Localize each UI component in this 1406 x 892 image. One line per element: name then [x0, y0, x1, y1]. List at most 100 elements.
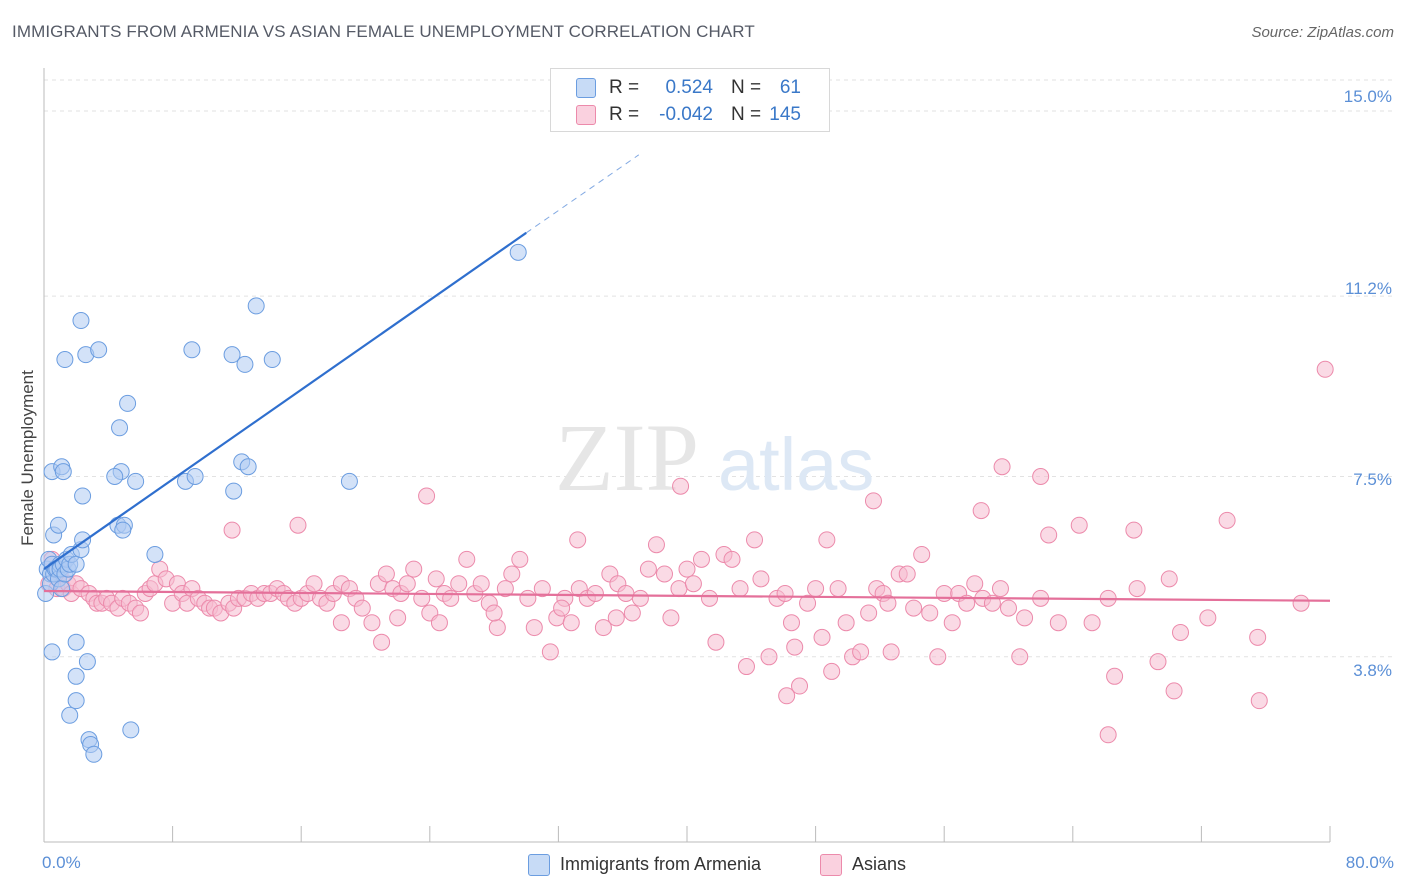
asians-point [746, 531, 764, 549]
asians-point [503, 565, 521, 583]
armenia-point [43, 643, 61, 661]
armenia-point [67, 633, 85, 651]
asians-point [823, 662, 841, 680]
asians-point [1165, 682, 1183, 700]
legend-label-asians: Asians [852, 854, 907, 874]
asians-point [398, 575, 416, 593]
asians-point [1032, 467, 1050, 485]
asians-point [1040, 526, 1058, 544]
y-tick-label: 11.2% [1345, 279, 1392, 298]
asians-point [647, 536, 665, 554]
asians-point [553, 599, 571, 617]
asians-point [1316, 360, 1334, 378]
asians-point [882, 643, 900, 661]
asians-point [818, 531, 836, 549]
asians-point [776, 584, 794, 602]
asians-point [670, 580, 688, 598]
asians-point [418, 487, 436, 505]
armenia-point [263, 351, 281, 369]
watermark-atlas: atlas [718, 423, 874, 506]
armenia-point [146, 545, 164, 563]
asians-point [958, 594, 976, 612]
asians-point [993, 458, 1011, 476]
armenia-point [61, 706, 79, 724]
armenia-point [85, 745, 103, 763]
legend-r-label: R = [609, 77, 640, 98]
y-tick-label: 7.5% [1353, 470, 1392, 489]
armenia-point [74, 487, 92, 505]
asians-point [1106, 667, 1124, 685]
asians-point [852, 643, 870, 661]
armenia-point [54, 463, 72, 481]
asians-point [972, 502, 990, 520]
legend-n-value: 145 [769, 104, 801, 125]
asians-point [413, 589, 431, 607]
axes [43, 68, 1331, 843]
asians-point [607, 609, 625, 627]
x-tick-label: 80.0% [1345, 853, 1394, 872]
legend-swatch-blue [528, 854, 550, 876]
asians-point [672, 477, 690, 495]
asians-point [791, 677, 809, 695]
asians-point [1149, 653, 1167, 671]
asians-point [1172, 623, 1190, 641]
armenia-point [53, 580, 71, 598]
asians-point [289, 516, 307, 534]
y-tick-label: 3.8% [1353, 661, 1392, 680]
asians-point [569, 531, 587, 549]
asians-point [991, 580, 1009, 598]
asians-point [1218, 511, 1236, 529]
asians-point [701, 589, 719, 607]
asians-point [1292, 594, 1310, 612]
asians-point [752, 570, 770, 588]
asians-point [533, 580, 551, 598]
asians-point [662, 609, 680, 627]
asians-point [929, 648, 947, 666]
trend-lines [43, 154, 1331, 602]
asians-point [363, 614, 381, 632]
asians-point [442, 589, 460, 607]
asians-point [837, 614, 855, 632]
asians-point [943, 614, 961, 632]
armenia-point [186, 467, 204, 485]
armenia-point [509, 243, 527, 261]
asians-point [332, 614, 350, 632]
legend-r-value: 0.524 [665, 77, 713, 98]
asians-point [707, 633, 725, 651]
legend-swatch-pink [820, 854, 842, 876]
armenia-point [106, 467, 124, 485]
asians-point [450, 575, 468, 593]
legend-n-label: N = [731, 104, 762, 125]
asians-point [472, 575, 490, 593]
asians-point [723, 550, 741, 568]
armenia-trend-extension [525, 154, 640, 234]
legend-n-value: 61 [779, 77, 801, 98]
asians-point [427, 570, 445, 588]
armenia-point [114, 521, 132, 539]
armenia-point [247, 297, 265, 315]
asians-point [525, 619, 543, 637]
armenia-point [111, 419, 129, 437]
armenia-point [67, 692, 85, 710]
asians-point [617, 584, 635, 602]
asians-point [496, 580, 514, 598]
asians-point [1070, 516, 1088, 534]
asians-point [639, 560, 657, 578]
asians-point [373, 633, 391, 651]
chart-source: Source: ZipAtlas.com [1251, 24, 1394, 41]
asians-point [305, 575, 323, 593]
asians-point [1049, 614, 1067, 632]
asians-point [562, 614, 580, 632]
armenia-point [67, 555, 85, 573]
armenia-point [90, 341, 108, 359]
armenia-point [223, 346, 241, 364]
armenia-point [119, 394, 137, 412]
asians-point [864, 492, 882, 510]
asians-point [1083, 614, 1101, 632]
asians-point [389, 609, 407, 627]
asians-point [737, 658, 755, 676]
asians-point [1249, 628, 1267, 646]
asians-point [786, 638, 804, 656]
legend-r-value: -0.042 [659, 104, 713, 125]
